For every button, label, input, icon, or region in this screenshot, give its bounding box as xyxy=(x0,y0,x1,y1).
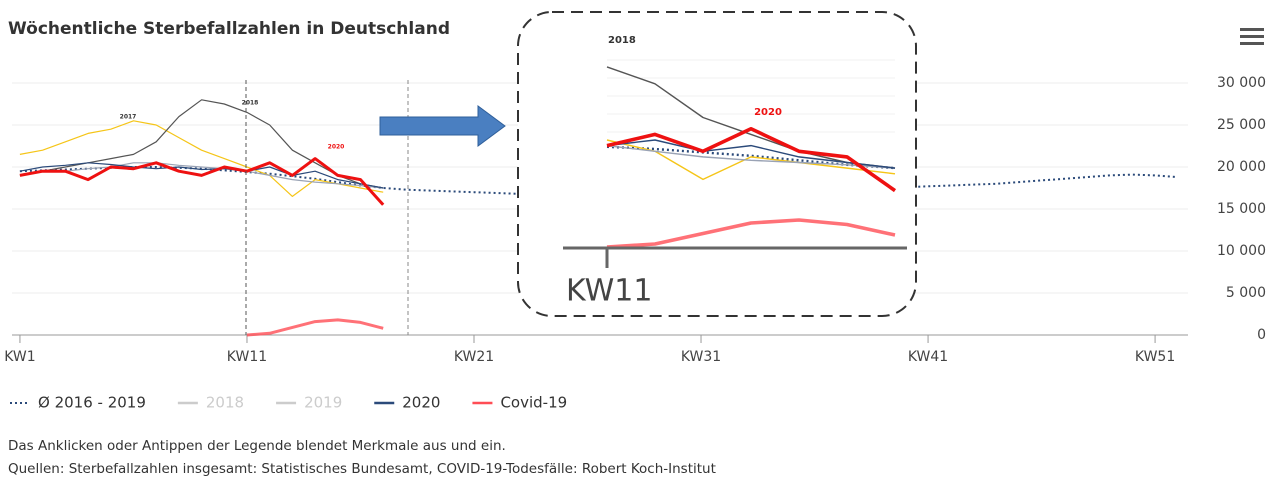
legend-label[interactable]: 2018 xyxy=(206,394,244,412)
series-line xyxy=(246,318,384,337)
menu-bar[interactable] xyxy=(1240,28,1264,31)
arrow xyxy=(379,105,506,147)
series-line xyxy=(19,162,384,189)
zoom-box xyxy=(517,11,917,317)
legend-item[interactable]: Covid-19 xyxy=(472,394,567,412)
annotation: 2017 xyxy=(120,114,137,121)
x-tick-label: KW1 xyxy=(4,349,35,365)
legend-item[interactable]: Ø 2016 - 2019 xyxy=(10,394,146,412)
inset-label: KW11 xyxy=(566,274,652,309)
series-line xyxy=(606,139,896,169)
x-tick-label: KW21 xyxy=(454,349,494,365)
series-line xyxy=(606,127,897,193)
legend-item[interactable]: 2019 xyxy=(276,394,342,412)
series-line xyxy=(19,157,385,206)
y-tick-label: 10 000 xyxy=(1217,243,1266,259)
legend-item[interactable]: 2018 xyxy=(177,394,244,412)
inset-label: 2018 xyxy=(608,35,636,46)
y-tick-label: 0 xyxy=(1257,327,1266,343)
y-tick-label: 30 000 xyxy=(1217,75,1266,91)
legend-label[interactable]: Ø 2016 - 2019 xyxy=(38,394,146,412)
series-line xyxy=(19,120,384,197)
note: Das Anklicken oder Antippen der Legende … xyxy=(8,438,506,454)
x-tick-label: KW31 xyxy=(681,349,721,365)
legend-label[interactable]: 2019 xyxy=(304,394,342,412)
menu-icon[interactable] xyxy=(1240,28,1264,45)
x-tick-label: KW11 xyxy=(227,349,267,365)
legend-label[interactable]: Covid-19 xyxy=(500,394,567,412)
y-tick-label: 5 000 xyxy=(1226,285,1266,301)
menu-bar[interactable] xyxy=(1240,42,1264,45)
series-line xyxy=(19,162,384,189)
annotation: 2018 xyxy=(242,100,259,107)
y-tick-label: 20 000 xyxy=(1217,159,1266,175)
series-line xyxy=(606,218,896,249)
x-tick-label: KW41 xyxy=(908,349,948,365)
chart-title: Wöchentliche Sterbefallzahlen in Deutsch… xyxy=(8,19,450,39)
note: Quellen: Sterbefallzahlen insgesamt: Sta… xyxy=(8,461,716,477)
y-tick-label: 25 000 xyxy=(1217,117,1266,133)
y-tick-label: 15 000 xyxy=(1217,201,1266,217)
legend-item[interactable]: 2020 xyxy=(374,394,440,412)
inset-label: 2020 xyxy=(754,107,782,118)
x-tick-label: KW51 xyxy=(1135,349,1175,365)
menu-bar[interactable] xyxy=(1240,35,1264,38)
series-line xyxy=(606,144,896,169)
annotation: 2020 xyxy=(328,144,345,151)
legend-label[interactable]: 2020 xyxy=(402,394,440,412)
